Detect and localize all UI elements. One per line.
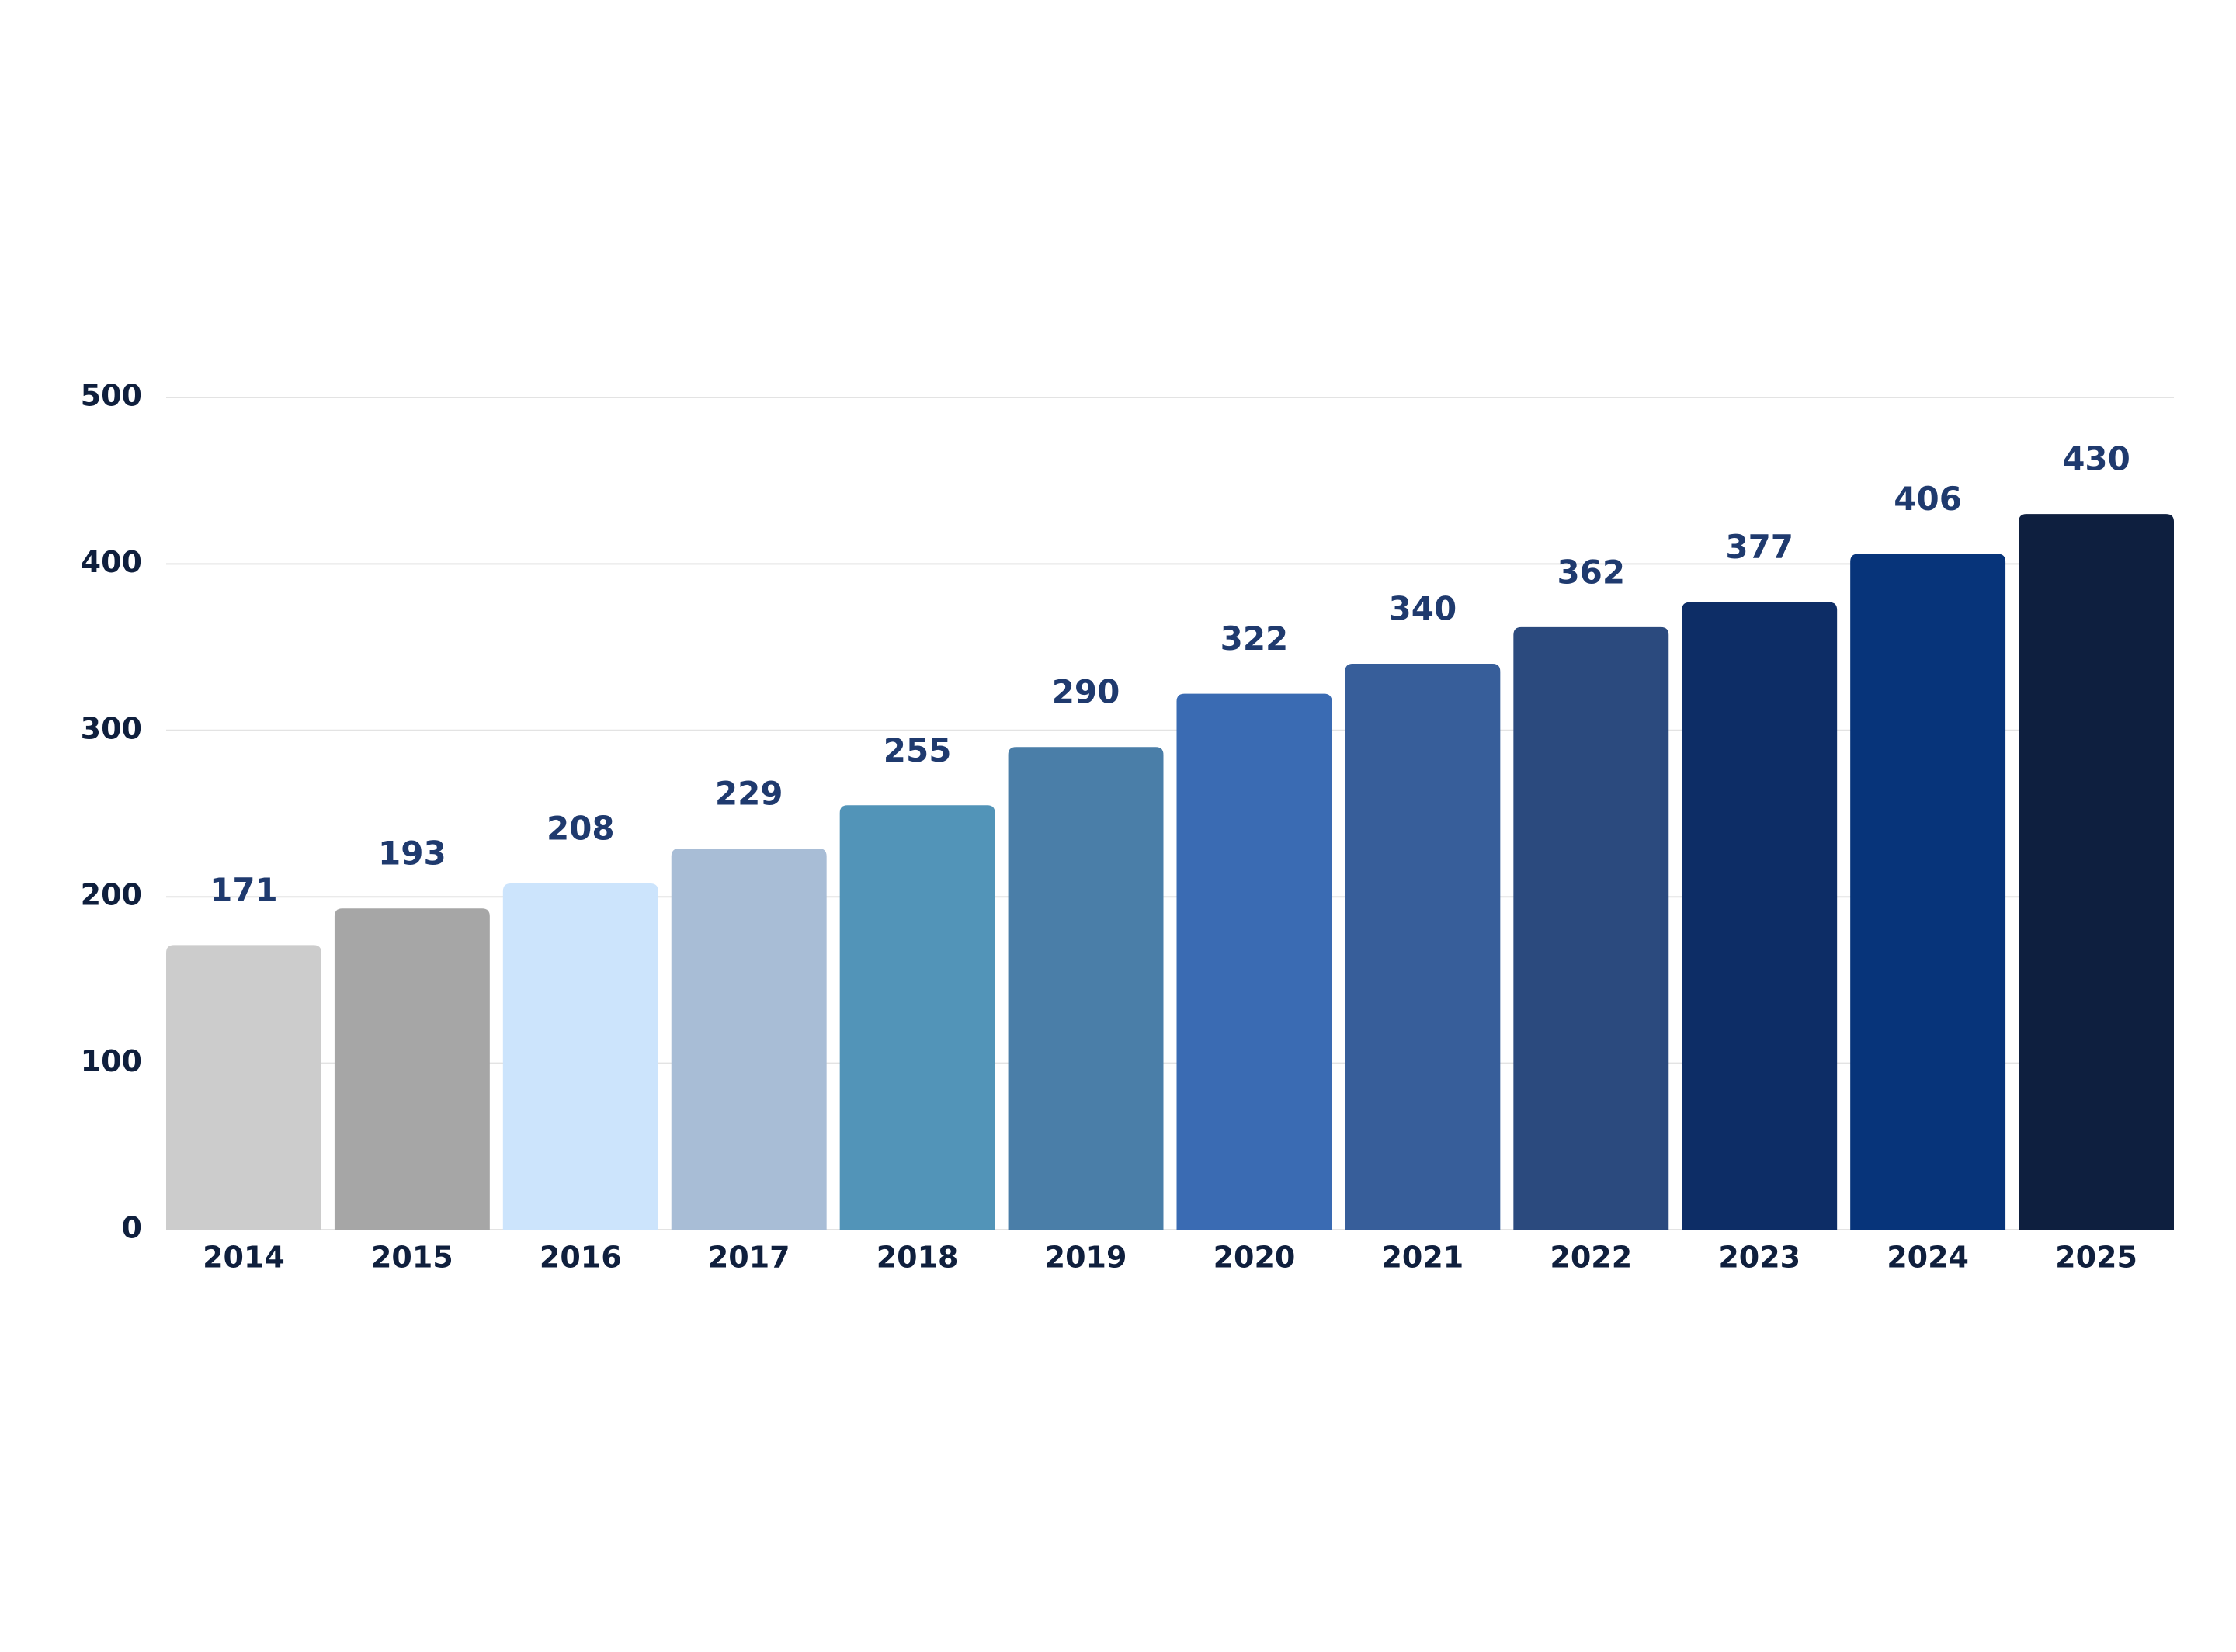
data-label-2018: 255: [884, 731, 952, 769]
x-tick-label-2018: 2018: [877, 1241, 959, 1275]
y-tick-label: 100: [81, 1044, 142, 1078]
x-tick-label-2014: 2014: [203, 1241, 285, 1275]
bar-2024: [1850, 554, 2006, 1230]
y-tick-label: 500: [81, 379, 142, 413]
x-tick-label-2015: 2015: [371, 1241, 453, 1275]
y-tick-label: 0: [122, 1211, 142, 1245]
bar-2018: [839, 805, 995, 1230]
bar-2014: [166, 945, 321, 1230]
x-tick-label-2020: 2020: [1213, 1241, 1296, 1275]
data-label-2024: 406: [1894, 480, 1962, 518]
x-axis-tick-labels: 2014 2015 2016 2017 2018 2019 2020 2021 2022 2023…: [203, 1241, 2137, 1275]
y-axis-tick-labels: 0 100 200 300 400 500: [81, 379, 142, 1245]
data-label-2017: 229: [715, 775, 783, 813]
data-label-2021: 340: [1389, 590, 1457, 628]
data-labels: 171 193 208 229 255 290 322 340 362 377 406 430: [210, 440, 2130, 909]
bar-2020: [1176, 693, 1332, 1230]
x-tick-label-2021: 2021: [1381, 1241, 1463, 1275]
x-tick-label-2017: 2017: [708, 1241, 790, 1275]
y-tick-label: 400: [81, 545, 142, 579]
y-tick-label: 200: [81, 878, 142, 912]
grid-lines: [166, 397, 2174, 1230]
data-label-2019: 290: [1052, 673, 1120, 711]
x-tick-label-2024: 2024: [1887, 1241, 1969, 1275]
x-tick-label-2023: 2023: [1718, 1241, 1800, 1275]
x-tick-label-2025: 2025: [2055, 1241, 2137, 1275]
bar-2022: [1513, 626, 1669, 1230]
bar-2025: [2019, 514, 2174, 1230]
data-label-2014: 171: [210, 871, 278, 909]
x-tick-label-2016: 2016: [540, 1241, 622, 1275]
data-label-2015: 193: [378, 835, 446, 873]
data-label-2016: 208: [547, 810, 615, 848]
x-tick-label-2022: 2022: [1550, 1241, 1632, 1275]
data-label-2025: 430: [2062, 440, 2130, 478]
bar-2023: [1682, 602, 1838, 1230]
data-label-2020: 322: [1220, 620, 1289, 658]
bar-2017: [671, 849, 827, 1230]
bar-2016: [502, 883, 658, 1230]
y-tick-label: 300: [81, 711, 142, 745]
x-tick-label-2019: 2019: [1045, 1241, 1127, 1275]
bar-2015: [334, 908, 490, 1230]
bar-2019: [1008, 747, 1164, 1230]
data-label-2022: 362: [1557, 553, 1625, 591]
data-label-2023: 377: [1725, 528, 1793, 566]
bars: [166, 514, 2174, 1230]
bar-2021: [1345, 664, 1501, 1230]
